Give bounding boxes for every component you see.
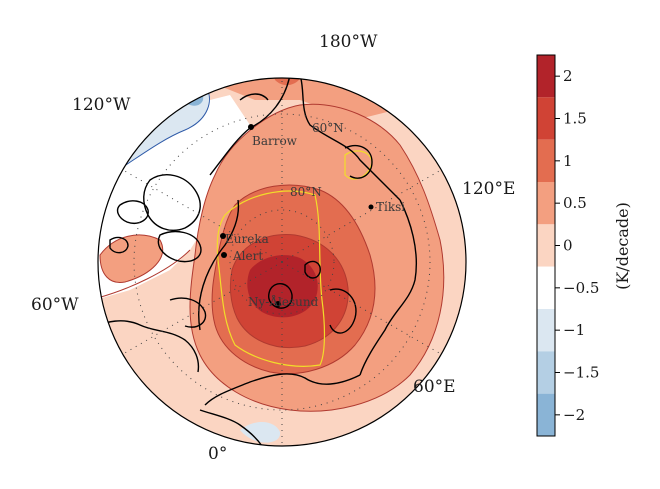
longitude-label-0: 0° — [208, 444, 227, 464]
temperature-field — [98, 78, 466, 446]
station-marker — [220, 233, 226, 239]
latitude-label-60n: 60°N — [312, 121, 344, 135]
meridian-120w — [122, 169, 283, 263]
longitude-label-60e: 60°E — [413, 377, 456, 397]
station-ny-alesund: Ny-Ålesund — [248, 294, 319, 309]
coastlines — [98, 78, 418, 446]
station-marker — [221, 252, 227, 258]
field-warming-west — [100, 235, 163, 283]
contour-lines — [98, 103, 445, 412]
field-cooling-spot — [182, 91, 204, 106]
map-boundary — [97, 77, 467, 447]
station-label-alert: Alert — [232, 249, 263, 263]
longitude-label-120e: 120°E — [462, 179, 515, 199]
station-tiksi: Tiksi — [368, 200, 405, 214]
longitude-label-60w: 60°W — [31, 295, 79, 315]
field-warming-max — [247, 255, 318, 318]
longitude-label-120w: 120°W — [72, 95, 131, 115]
station-marker — [248, 124, 254, 130]
station-label-tiksi: Tiksi — [376, 200, 405, 214]
latitude-circle-60n — [133, 113, 431, 411]
station-label-eureka: Eureka — [225, 232, 269, 246]
colorbar-tick-label: −0.5 — [563, 279, 599, 297]
colorbar-cell — [537, 97, 555, 140]
colorbar-cell — [537, 182, 555, 225]
colorbar: 2 1.5 1 0.5 0 −0.5 −1 −1.5 −2 (K/decade) — [536, 54, 632, 437]
station-label-barrow: Barrow — [252, 134, 298, 148]
colorbar-cell — [537, 309, 555, 352]
colorbar-cells — [537, 55, 555, 436]
colorbar-tick-label: 0.5 — [563, 194, 587, 212]
colorbar-ticks: 2 1.5 1 0.5 0 −0.5 −1 −1.5 −2 — [555, 67, 599, 424]
field-warming-north — [205, 78, 395, 120]
longitude-label-180w: 180°W — [319, 32, 378, 52]
colorbar-cell — [537, 139, 555, 182]
colorbar-title: (K/decade) — [613, 202, 632, 290]
station-marker — [368, 204, 374, 210]
colorbar-tick-label: 1.5 — [563, 110, 587, 128]
field-cooling-south — [240, 421, 281, 443]
map-disc: 80°N 60°N Barrow Tiksi Eureka Alert Ny-Å… — [97, 77, 467, 447]
graticule — [122, 78, 442, 446]
station-barrow: Barrow — [248, 124, 298, 148]
colorbar-tick-label: 1 — [563, 152, 573, 170]
colorbar-tick-label: −1 — [563, 321, 585, 339]
meridian-60w — [122, 261, 283, 355]
station-marker — [275, 301, 281, 307]
meridian-120e — [281, 169, 442, 263]
colorbar-tick-label: −1.5 — [563, 364, 599, 382]
station-label-ny-alesund: Ny-Ålesund — [248, 294, 319, 309]
colorbar-cell — [537, 55, 555, 98]
colorbar-cell — [537, 266, 555, 309]
colorbar-cell — [537, 393, 555, 436]
station-eureka: Eureka — [220, 232, 269, 246]
colorbar-cell — [537, 224, 555, 267]
latitude-circle-80n — [229, 209, 335, 315]
meridian-60e — [281, 261, 442, 355]
station-alert: Alert — [221, 249, 263, 263]
colorbar-tick-label: −2 — [563, 406, 585, 424]
colorbar-cell — [537, 351, 555, 394]
latitude-label-80n: 80°N — [290, 185, 322, 199]
colorbar-tick-label: 2 — [563, 67, 573, 85]
colorbar-tick-label: 0 — [563, 237, 573, 255]
